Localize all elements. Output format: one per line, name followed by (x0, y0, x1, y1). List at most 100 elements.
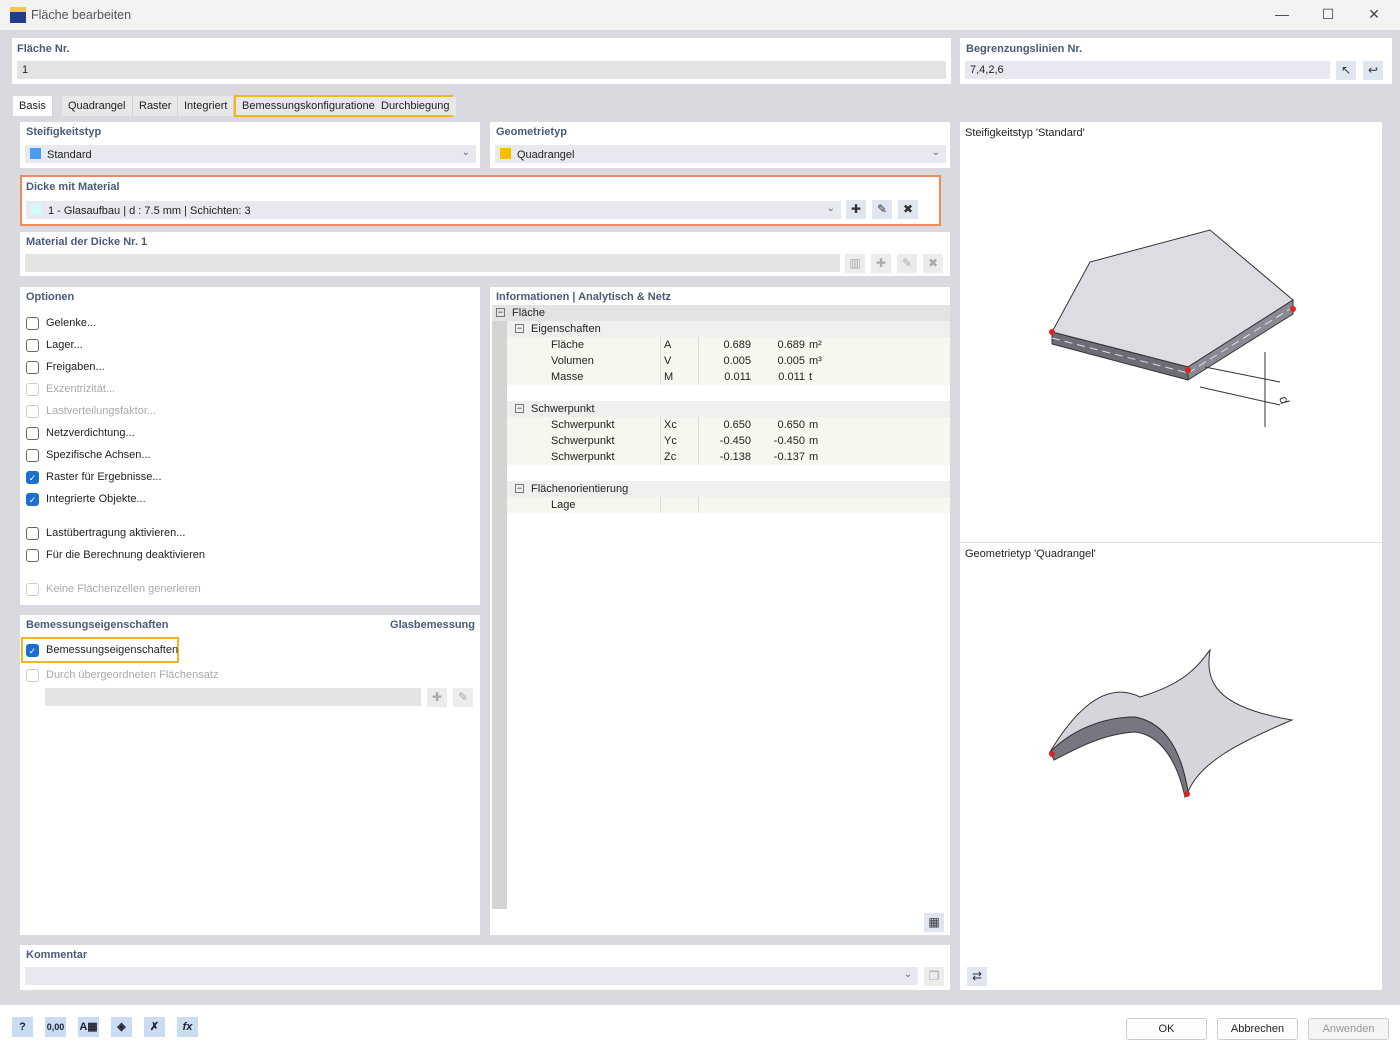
tree-row: − Schwerpunkt (507, 401, 950, 417)
maximize-button[interactable]: ☐ (1321, 6, 1335, 22)
tree-gutter (492, 307, 507, 909)
tree-row-value-mesh: 0.011 (778, 371, 805, 383)
option-checkbox[interactable]: Netzverdichtung... (26, 422, 135, 444)
chevron-down-icon: ⌄ (931, 147, 940, 158)
option-label: Lastverteilungsfaktor... (46, 405, 157, 417)
new-material-icon: ✚ (871, 254, 891, 273)
tree-row-value: -0.450 (698, 433, 751, 449)
new-thickness-icon[interactable]: ✚ (846, 200, 866, 219)
option-checkbox[interactable]: ✓ Raster für Ergebnisse... (26, 466, 162, 488)
checkbox-box (26, 360, 39, 374)
tree-row: − Fläche (492, 305, 950, 321)
tab-raster[interactable]: Raster (133, 96, 179, 116)
option-checkbox[interactable]: Lager... (26, 334, 83, 356)
tree-row-symbol: M (660, 369, 698, 385)
reverse-arrow-icon[interactable]: ↩ (1363, 61, 1383, 80)
tree-row-unit: m (809, 419, 819, 431)
minimize-button[interactable]: — (1275, 6, 1289, 22)
checkbox-box (26, 316, 39, 330)
close-button[interactable]: ✕ (1368, 6, 1380, 22)
collapse-icon[interactable]: − (515, 323, 524, 333)
checkbox-box (26, 338, 39, 352)
design-properties-checkbox[interactable]: ✓ Bemessungseigenschaften (26, 639, 178, 661)
comment-dropdown[interactable]: ⌄ (25, 967, 918, 985)
glass-design-label: Glasbemessung (390, 619, 475, 631)
calculate-icon[interactable]: ▦ (924, 913, 944, 932)
collapse-icon[interactable]: − (515, 483, 524, 493)
formula-icon[interactable]: fx (177, 1017, 198, 1037)
chevron-down-icon: ⌄ (461, 147, 470, 158)
option-checkbox[interactable]: Für die Berechnung deaktivieren (26, 544, 205, 566)
numeric-format-icon[interactable]: 0,00 (45, 1017, 66, 1037)
info-panel: Informationen | Analytisch & Netz − Fläch… (490, 287, 950, 935)
collapse-icon[interactable]: − (496, 307, 505, 317)
stiffness-preview-label: Steifigkeitstyp 'Standard' (965, 127, 1085, 139)
tree-row: Schwerpunkt Xc 0.650 0.650 m (507, 417, 950, 433)
tree-row-symbol: V (660, 353, 698, 369)
option-label: Keine Flächenzellen generieren (46, 583, 201, 595)
tree-row: Lage (507, 497, 950, 513)
select-delete-icon[interactable]: ✗ (144, 1017, 165, 1037)
geometry-panel: Geometrietyp Quadrangel ⌄ (490, 122, 950, 168)
tree-row-unit: m³ (809, 355, 822, 367)
option-label: Lager... (46, 339, 83, 351)
tree-row-name: Volumen (551, 355, 594, 367)
tree-row-value: 0.650 (698, 417, 751, 433)
tree-row (507, 465, 950, 481)
tree-row-unit: m (809, 435, 819, 447)
help-icon[interactable]: ? (12, 1017, 33, 1037)
boundary-lines-panel: Begrenzungslinien Nr. 7,4,2,6 ↖ ↩ (960, 38, 1392, 84)
tree-row-value-mesh: 0.005 (777, 355, 805, 367)
tree-row-name: Fläche (551, 339, 585, 351)
geometry-preview-label: Geometrietyp 'Quadrangel' (965, 548, 1096, 560)
tab-basis[interactable]: Basis (13, 96, 53, 116)
tree-row-name: Schwerpunkt (551, 435, 615, 447)
edit-thickness-icon[interactable]: ✎ (872, 200, 892, 219)
tab-quadrangel[interactable]: Quadrangel (62, 96, 133, 116)
tree-row-name: Masse (551, 371, 584, 383)
geometry-dropdown[interactable]: Quadrangel ⌄ (495, 145, 946, 163)
check-icon: ✓ (26, 492, 39, 506)
comment-library-icon[interactable]: ❐ (924, 967, 944, 986)
divider (960, 542, 1382, 543)
ok-button[interactable]: OK (1126, 1018, 1207, 1040)
design-checkbox-highlight (21, 637, 179, 663)
view-sync-icon[interactable]: ⇄ (967, 967, 987, 986)
option-label: Gelenke... (46, 317, 97, 329)
tab-bemessungskonfigurationen[interactable]: Bemessungskonfigurationen (236, 97, 388, 115)
stiffness-dropdown[interactable]: Standard ⌄ (25, 145, 476, 163)
boundary-lines-field[interactable]: 7,4,2,6 (965, 61, 1330, 79)
option-checkbox[interactable]: ✓ Integrierte Objekte... (26, 488, 146, 510)
tree-row-symbol: Zc (660, 449, 698, 465)
stiffness-panel: Steifigkeitstyp Standard ⌄ (20, 122, 480, 168)
edit-icon: ✎ (453, 688, 473, 707)
tab-integriert[interactable]: Integriert (178, 96, 235, 116)
chevron-down-icon: ⌄ (903, 969, 912, 980)
design-properties-checkbox-label: Bemessungseigenschaften (46, 644, 179, 656)
tree-row: Fläche A 0.689 0.689 m² (507, 337, 950, 353)
pick-cursor-icon[interactable]: ↖ (1336, 61, 1356, 80)
tree-row (507, 385, 950, 401)
tab-durchbiegung[interactable]: Durchbiegung (375, 97, 456, 115)
option-checkbox[interactable]: Lastübertragung aktivieren... (26, 522, 185, 544)
checkbox-box (26, 426, 39, 440)
option-checkbox[interactable]: Freigaben... (26, 356, 105, 378)
design-properties-label: Bemessungseigenschaften (26, 619, 169, 631)
tree-row-unit: m (809, 451, 819, 463)
footer-bar: ? 0,00 A▦ ◈ ✗ fx OK Abbrechen Anwenden (0, 1005, 1400, 1050)
chevron-down-icon: ⌄ (826, 203, 835, 214)
checkbox-box (26, 526, 39, 540)
parent-surface-set-checkbox: Durch übergeordneten Flächensatz (26, 664, 218, 686)
tree-row-name: Fläche (512, 307, 546, 319)
surface-number-field[interactable]: 1 (17, 61, 946, 79)
option-checkbox[interactable]: Spezifische Achsen... (26, 444, 151, 466)
collapse-icon[interactable]: − (515, 403, 524, 413)
option-checkbox[interactable]: Gelenke... (26, 312, 96, 334)
option-checkbox: Lastverteilungsfaktor... (26, 400, 156, 422)
thickness-dropdown[interactable]: 1 - Glasaufbau | d : 7.5 mm | Schichten:… (26, 201, 841, 219)
options-label: Optionen (26, 291, 75, 303)
display-settings-icon[interactable]: A▦ (78, 1017, 99, 1037)
delete-thickness-icon[interactable]: ✖ (898, 200, 918, 219)
cancel-button[interactable]: Abbrechen (1217, 1018, 1298, 1040)
view-icon[interactable]: ◈ (111, 1017, 132, 1037)
